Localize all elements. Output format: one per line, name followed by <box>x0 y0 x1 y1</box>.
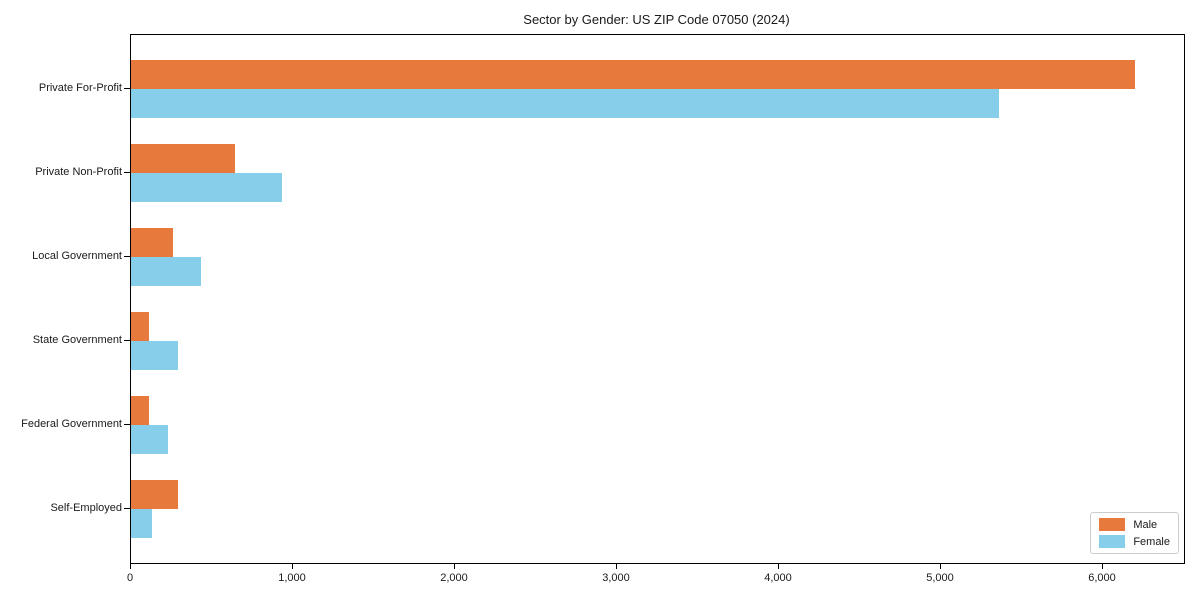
xtick-label-5: 5,000 <box>926 572 954 584</box>
bar-female-1 <box>131 173 282 202</box>
bar-female-5 <box>131 509 153 538</box>
xtick-mark-6 <box>1102 563 1103 569</box>
bar-female-3 <box>131 341 178 370</box>
bar-male-0 <box>131 60 1136 89</box>
xtick-mark-2 <box>454 563 455 569</box>
ytick-label-5: Self-Employed <box>50 502 122 514</box>
xtick-mark-0 <box>130 563 131 569</box>
female-swatch-icon <box>1099 535 1126 548</box>
ytick-mark-1 <box>124 172 130 173</box>
xtick-label-2: 2,000 <box>440 572 468 584</box>
ytick-label-0: Private For-Profit <box>38 82 122 94</box>
ytick-mark-4 <box>124 424 130 425</box>
ytick-mark-3 <box>124 340 130 341</box>
ytick-mark-5 <box>124 508 130 509</box>
legend-entry-male: Male <box>1099 518 1170 531</box>
ytick-label-4: Federal Government <box>21 418 122 430</box>
bar-female-0 <box>131 89 1000 118</box>
xtick-label-4: 4,000 <box>764 572 792 584</box>
legend: Male Female <box>1090 512 1179 554</box>
xtick-label-6: 6,000 <box>1088 572 1116 584</box>
plot-area: Male Female <box>130 34 1185 564</box>
xtick-label-1: 1,000 <box>278 572 306 584</box>
ytick-label-3: State Government <box>32 334 122 346</box>
legend-label-male: Male <box>1133 518 1158 531</box>
bar-male-1 <box>131 144 235 173</box>
bar-male-5 <box>131 480 178 509</box>
ytick-mark-2 <box>124 256 130 257</box>
bar-female-2 <box>131 257 201 286</box>
legend-label-female: Female <box>1133 535 1170 548</box>
xtick-mark-5 <box>940 563 941 569</box>
xtick-mark-3 <box>616 563 617 569</box>
bar-male-2 <box>131 228 174 257</box>
ytick-mark-0 <box>124 88 130 89</box>
bar-male-3 <box>131 312 149 341</box>
xtick-mark-1 <box>292 563 293 569</box>
ytick-label-2: Local Government <box>32 250 122 262</box>
chart-title: Sector by Gender: US ZIP Code 07050 (202… <box>523 12 790 27</box>
xtick-label-0: 0 <box>126 572 134 584</box>
ytick-label-1: Private Non-Profit <box>35 166 122 178</box>
legend-entry-female: Female <box>1099 535 1170 548</box>
xtick-mark-4 <box>778 563 779 569</box>
bar-male-4 <box>131 396 149 425</box>
xtick-label-3: 3,000 <box>602 572 630 584</box>
male-swatch-icon <box>1099 518 1126 531</box>
bar-female-4 <box>131 425 169 454</box>
